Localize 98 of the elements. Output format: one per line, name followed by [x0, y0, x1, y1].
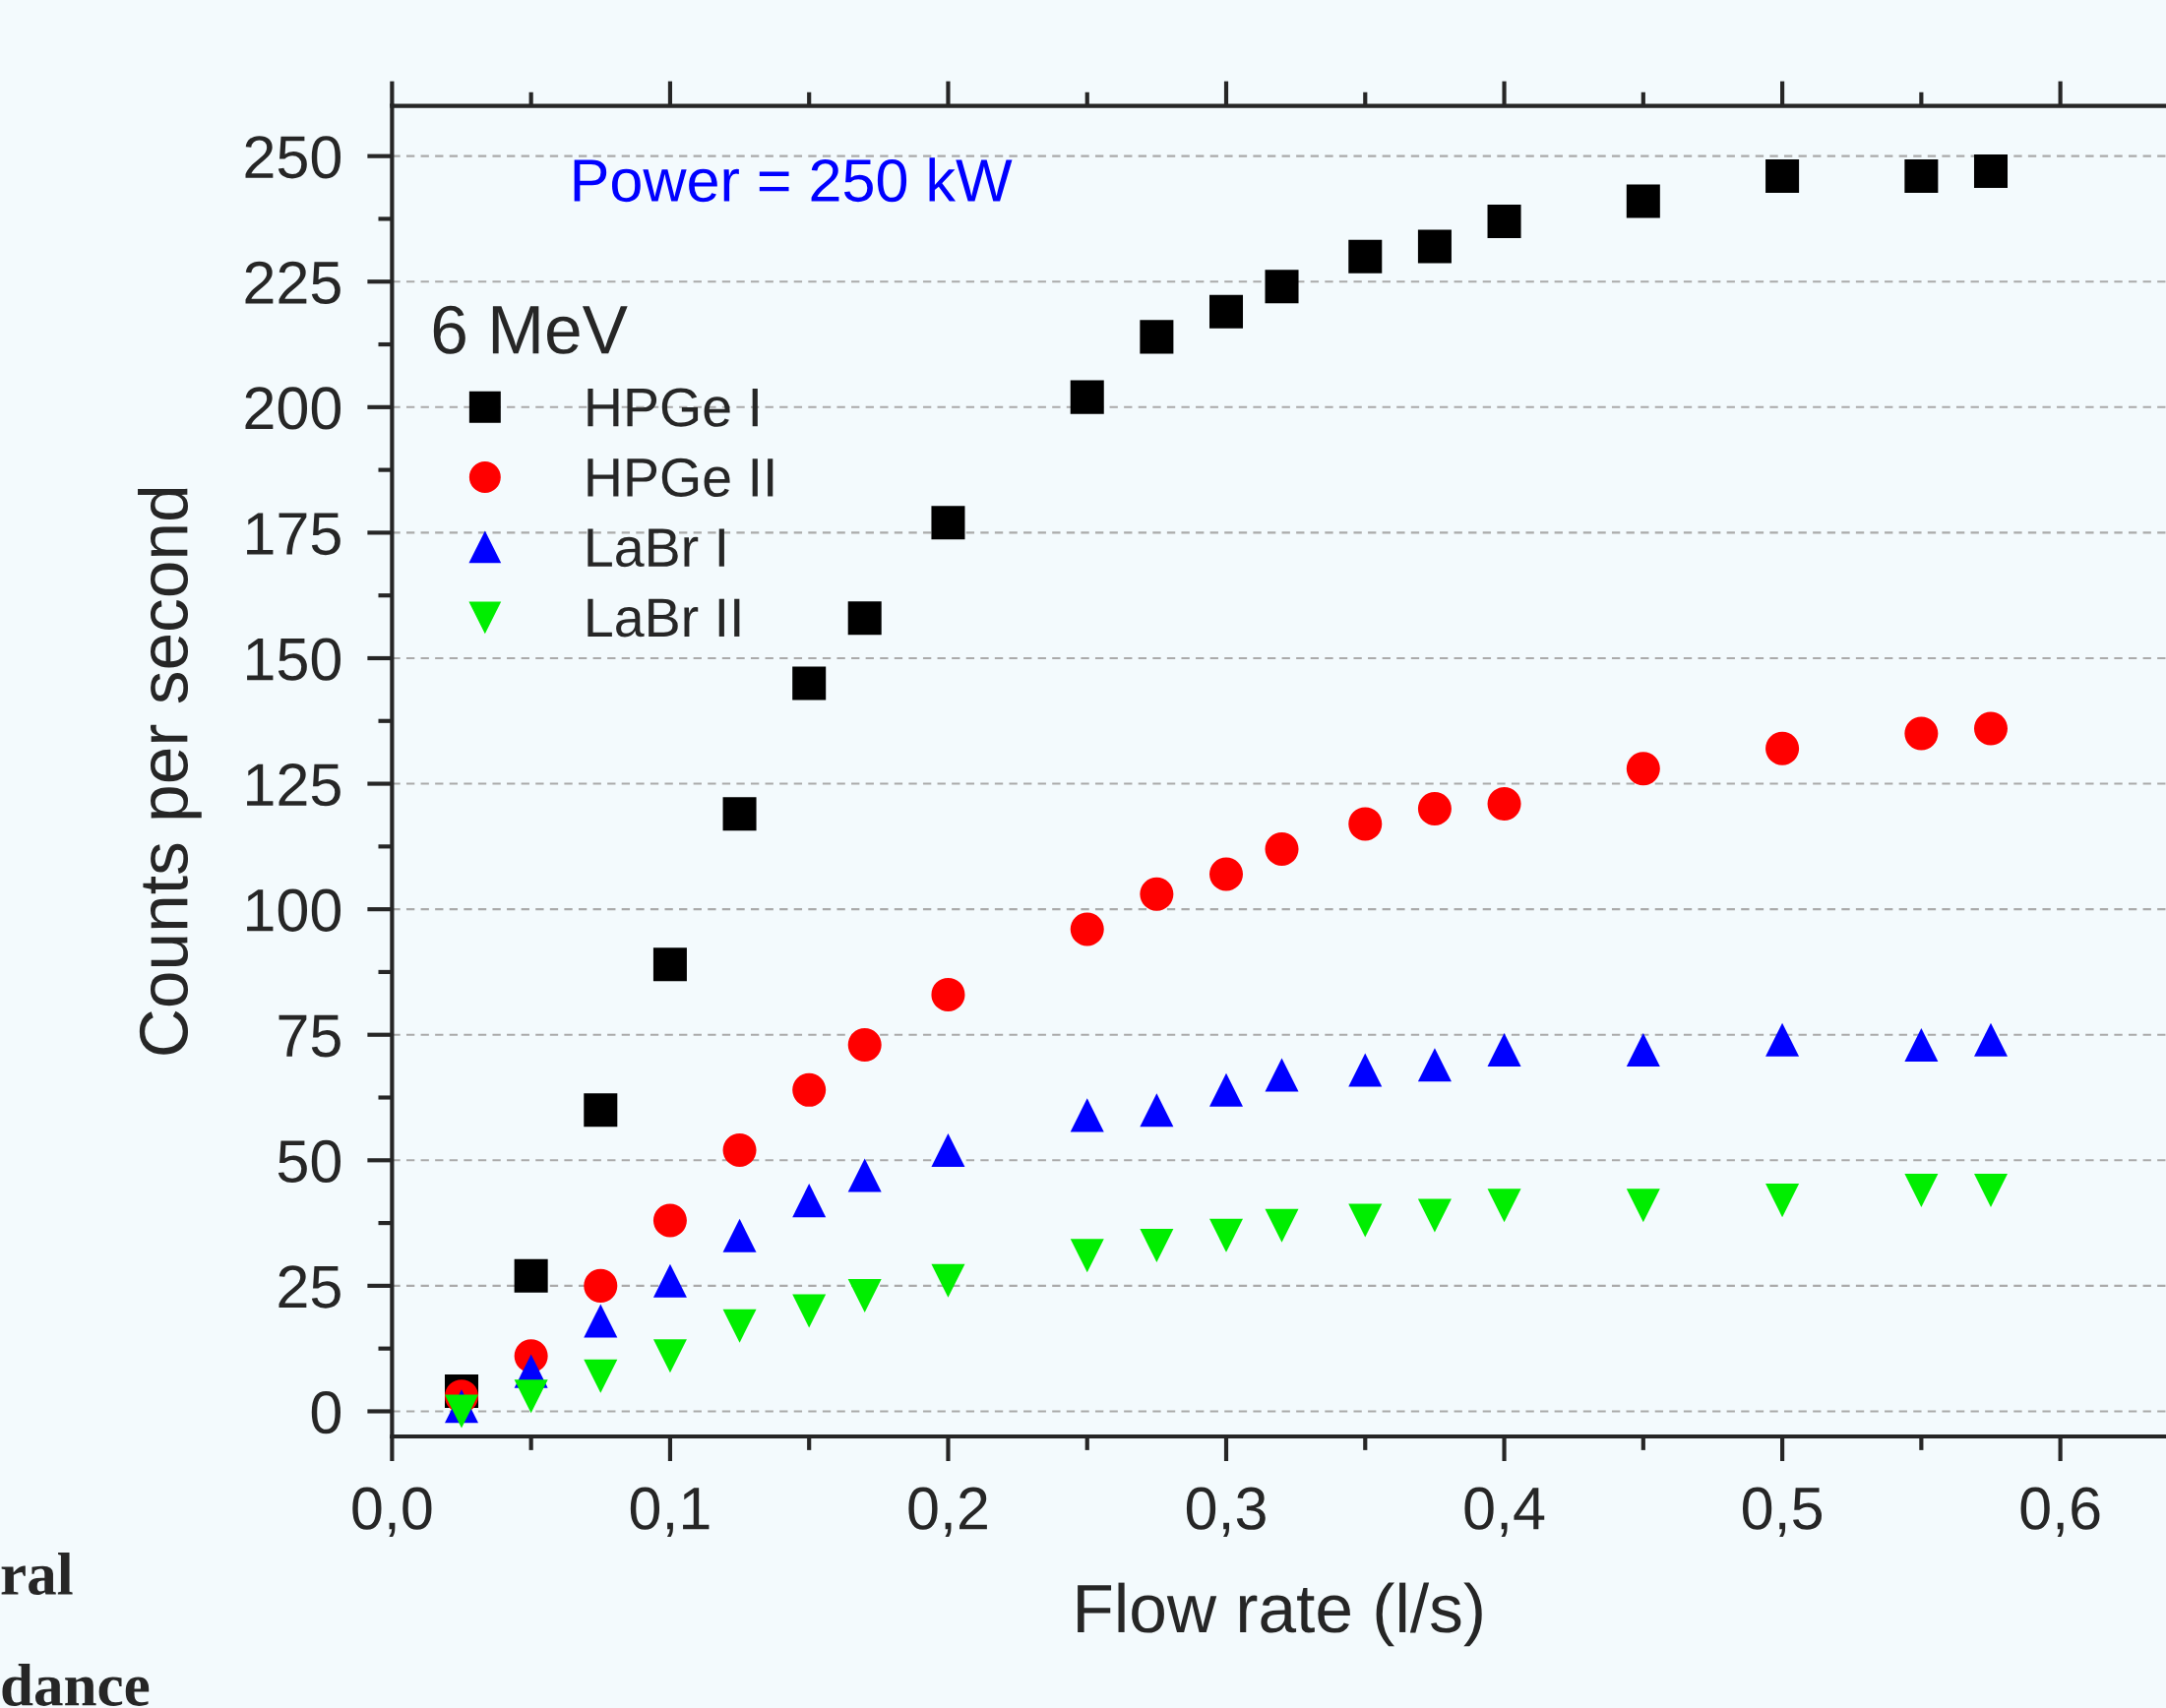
y-tick-label: 175 — [247, 513, 340, 556]
point — [1904, 1027, 1939, 1062]
point — [584, 1093, 618, 1128]
point — [1209, 857, 1244, 891]
point — [1209, 1072, 1244, 1107]
point — [722, 1218, 757, 1252]
point — [584, 1268, 618, 1303]
x-axis-title: Flow rate (l/s) — [1078, 1582, 1482, 1647]
x-tick-label: 0,6 — [2020, 1487, 2100, 1538]
point — [1265, 1208, 1299, 1243]
point — [1417, 792, 1452, 826]
legend-title: 6 MeV — [433, 305, 628, 354]
point — [931, 506, 965, 540]
y-tick-label: 50 — [278, 1139, 340, 1184]
point — [792, 666, 827, 701]
text: ral — [1, 1553, 73, 1596]
point — [931, 1263, 965, 1298]
y-tick-label: 200 — [245, 387, 340, 430]
y-tick-label: 75 — [278, 1014, 340, 1058]
y-tick-label: 250 — [245, 136, 340, 179]
point — [847, 1027, 882, 1062]
annotation: Power = 250 kW — [574, 157, 1013, 203]
point — [1265, 1058, 1299, 1092]
point — [1070, 1239, 1104, 1273]
point — [584, 1304, 618, 1338]
x-tick-label: 0,0 — [352, 1487, 432, 1538]
point — [1973, 1173, 2009, 1207]
point — [1973, 1022, 2009, 1057]
point — [1904, 159, 1939, 194]
point — [652, 1203, 687, 1238]
point — [1765, 1022, 1800, 1057]
point — [1765, 159, 1800, 194]
point — [1765, 731, 1800, 765]
point — [1487, 1033, 1521, 1068]
point — [1626, 752, 1660, 786]
point — [931, 977, 965, 1011]
x-tick-label: 0,4 — [1464, 1487, 1545, 1538]
text: dance — [2, 1663, 150, 1706]
y-tick-label: 25 — [278, 1265, 340, 1309]
point — [1626, 1189, 1660, 1223]
legend-label: HPGe I — [588, 388, 758, 427]
point — [722, 1309, 757, 1343]
point — [1140, 1229, 1174, 1263]
point — [1209, 1218, 1244, 1252]
point — [792, 1184, 827, 1218]
point — [1417, 1048, 1452, 1082]
point — [792, 1294, 827, 1328]
point — [792, 1072, 827, 1107]
point — [1973, 711, 2009, 746]
point — [514, 1379, 548, 1414]
x-tick-label: 0,3 — [1186, 1487, 1266, 1538]
point — [1348, 1053, 1383, 1087]
point — [652, 1339, 687, 1373]
point — [1265, 831, 1299, 866]
point — [847, 601, 882, 636]
point — [1417, 229, 1452, 264]
y-axis-title: Counts per second — [138, 488, 202, 1055]
point — [1487, 786, 1521, 821]
legend-label: LaBr II — [588, 598, 740, 638]
point — [1487, 205, 1521, 239]
point — [584, 1359, 618, 1393]
point — [1140, 320, 1174, 354]
y-tick-label: 125 — [247, 763, 340, 807]
point — [1348, 239, 1383, 274]
point — [1487, 1189, 1521, 1223]
point — [1626, 184, 1660, 218]
y-tick-label: 150 — [247, 638, 340, 681]
point — [514, 1258, 548, 1293]
legend-label: LaBr I — [588, 528, 724, 568]
point — [1904, 716, 1939, 751]
legend-label: HPGe II — [588, 458, 774, 498]
point — [1348, 807, 1383, 841]
point — [1348, 1203, 1383, 1238]
point — [1209, 294, 1244, 329]
point — [652, 1263, 687, 1298]
point — [1070, 380, 1104, 414]
point — [1070, 1098, 1104, 1132]
point — [1973, 153, 2009, 188]
point — [1070, 912, 1104, 946]
point — [652, 947, 687, 982]
x-tick-label: 0,2 — [908, 1487, 987, 1538]
point — [1265, 270, 1299, 304]
point — [1904, 1173, 1939, 1207]
point — [1417, 1198, 1452, 1233]
y-tick-label: 225 — [245, 261, 340, 304]
point — [1765, 1184, 1800, 1218]
point — [847, 1279, 882, 1313]
point — [722, 1133, 757, 1168]
x-tick-label: 0,1 — [630, 1487, 710, 1538]
x-tick-label: 0,5 — [1743, 1487, 1823, 1538]
point — [1140, 877, 1174, 911]
y-tick-label: 100 — [247, 888, 340, 932]
point — [1140, 1093, 1174, 1128]
point — [722, 797, 757, 831]
point — [1626, 1033, 1660, 1068]
y-tick-label: 0 — [311, 1390, 340, 1434]
point — [847, 1158, 882, 1192]
point — [931, 1133, 965, 1168]
